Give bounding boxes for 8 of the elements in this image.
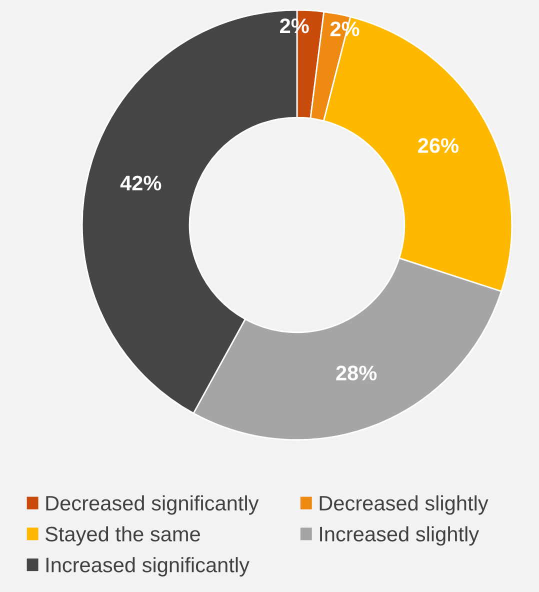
data-label: 28% [336, 366, 377, 380]
legend-label: Stayed the same [45, 526, 200, 546]
legend-label: Increased significantly [46, 557, 250, 576]
legend-label: Increased slightly [320, 526, 480, 546]
legend-label: Decreased significantly [46, 495, 259, 515]
data-label: 26% [418, 138, 459, 153]
legend-label: Decreased slightly [320, 495, 488, 515]
data-label: 42% [120, 176, 162, 190]
